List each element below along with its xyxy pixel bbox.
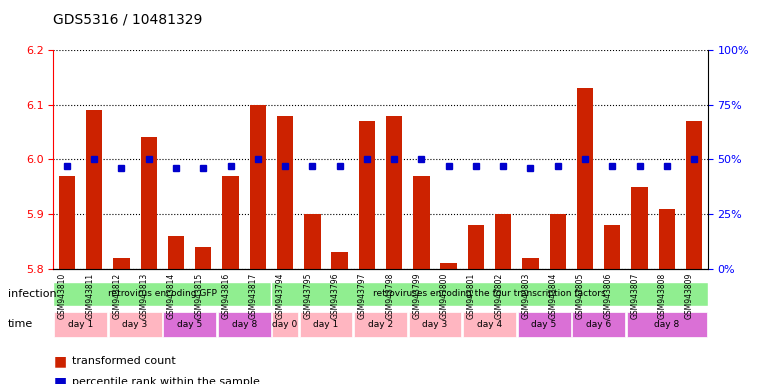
Text: day 6: day 6 bbox=[586, 320, 611, 329]
Text: GSM943795: GSM943795 bbox=[304, 273, 312, 319]
Bar bbox=[549, 214, 566, 269]
Text: GSM943804: GSM943804 bbox=[549, 273, 558, 319]
Text: GSM943796: GSM943796 bbox=[330, 273, 339, 319]
Text: day 3: day 3 bbox=[422, 320, 447, 329]
Text: GSM943805: GSM943805 bbox=[576, 273, 585, 319]
Bar bbox=[604, 225, 620, 269]
Bar bbox=[441, 263, 457, 269]
Bar bbox=[413, 176, 429, 269]
Text: ■: ■ bbox=[53, 354, 66, 368]
FancyBboxPatch shape bbox=[517, 313, 571, 336]
Text: transformed count: transformed count bbox=[72, 356, 176, 366]
Bar bbox=[522, 258, 539, 269]
Text: day 1: day 1 bbox=[68, 320, 93, 329]
Text: GSM943812: GSM943812 bbox=[113, 273, 122, 319]
Text: GSM943809: GSM943809 bbox=[685, 273, 694, 319]
Text: GSM943814: GSM943814 bbox=[167, 273, 176, 319]
Text: day 2: day 2 bbox=[368, 320, 393, 329]
Text: GSM943806: GSM943806 bbox=[603, 273, 613, 319]
Text: retrovirus encoding GFP: retrovirus encoding GFP bbox=[108, 289, 217, 298]
Text: GSM943807: GSM943807 bbox=[631, 273, 639, 319]
FancyBboxPatch shape bbox=[54, 313, 107, 336]
Text: day 8: day 8 bbox=[654, 320, 680, 329]
Bar bbox=[495, 214, 511, 269]
FancyBboxPatch shape bbox=[218, 313, 271, 336]
Bar bbox=[167, 236, 184, 269]
Text: GSM943808: GSM943808 bbox=[658, 273, 667, 319]
FancyBboxPatch shape bbox=[463, 313, 516, 336]
Text: GSM943798: GSM943798 bbox=[385, 273, 394, 319]
Bar bbox=[222, 176, 239, 269]
Bar bbox=[386, 116, 403, 269]
Text: GSM943817: GSM943817 bbox=[249, 273, 258, 319]
FancyBboxPatch shape bbox=[627, 313, 707, 336]
Bar bbox=[304, 214, 320, 269]
Bar bbox=[659, 209, 675, 269]
FancyBboxPatch shape bbox=[272, 282, 708, 306]
Text: percentile rank within the sample: percentile rank within the sample bbox=[72, 377, 260, 384]
Text: GSM943803: GSM943803 bbox=[521, 273, 530, 319]
Text: GSM943811: GSM943811 bbox=[85, 273, 94, 319]
Bar bbox=[686, 121, 702, 269]
Text: time: time bbox=[8, 319, 33, 329]
Bar bbox=[632, 187, 648, 269]
Text: day 8: day 8 bbox=[231, 320, 256, 329]
Text: day 3: day 3 bbox=[123, 320, 148, 329]
FancyBboxPatch shape bbox=[109, 313, 161, 336]
Text: GSM943801: GSM943801 bbox=[467, 273, 476, 319]
Text: GSM943800: GSM943800 bbox=[440, 273, 449, 319]
FancyBboxPatch shape bbox=[53, 282, 272, 306]
Bar bbox=[277, 116, 293, 269]
Bar bbox=[141, 137, 157, 269]
Text: GSM943813: GSM943813 bbox=[140, 273, 148, 319]
Bar bbox=[250, 105, 266, 269]
Text: GSM943816: GSM943816 bbox=[221, 273, 231, 319]
Text: GSM943797: GSM943797 bbox=[358, 273, 367, 319]
Bar bbox=[59, 176, 75, 269]
Text: infection: infection bbox=[8, 289, 56, 299]
Bar bbox=[113, 258, 129, 269]
Bar bbox=[332, 252, 348, 269]
FancyBboxPatch shape bbox=[163, 313, 216, 336]
Text: day 5: day 5 bbox=[531, 320, 557, 329]
Bar bbox=[468, 225, 484, 269]
FancyBboxPatch shape bbox=[572, 313, 625, 336]
Text: GSM943799: GSM943799 bbox=[412, 273, 422, 319]
Text: ■: ■ bbox=[53, 375, 66, 384]
FancyBboxPatch shape bbox=[354, 313, 407, 336]
Bar bbox=[86, 110, 102, 269]
FancyBboxPatch shape bbox=[272, 313, 298, 336]
Text: GSM943815: GSM943815 bbox=[194, 273, 203, 319]
Text: GSM943802: GSM943802 bbox=[494, 273, 503, 319]
Text: retroviruses encoding the four transcription factors: retroviruses encoding the four transcrip… bbox=[373, 289, 606, 298]
Text: GSM943794: GSM943794 bbox=[276, 273, 285, 319]
FancyBboxPatch shape bbox=[409, 313, 461, 336]
Text: day 1: day 1 bbox=[314, 320, 339, 329]
Text: day 0: day 0 bbox=[272, 320, 298, 329]
FancyBboxPatch shape bbox=[300, 313, 352, 336]
Text: GDS5316 / 10481329: GDS5316 / 10481329 bbox=[53, 13, 202, 27]
Bar bbox=[358, 121, 375, 269]
Text: day 5: day 5 bbox=[177, 320, 202, 329]
Bar bbox=[195, 247, 212, 269]
Text: GSM943810: GSM943810 bbox=[58, 273, 67, 319]
Text: day 4: day 4 bbox=[477, 320, 502, 329]
Bar bbox=[577, 88, 594, 269]
